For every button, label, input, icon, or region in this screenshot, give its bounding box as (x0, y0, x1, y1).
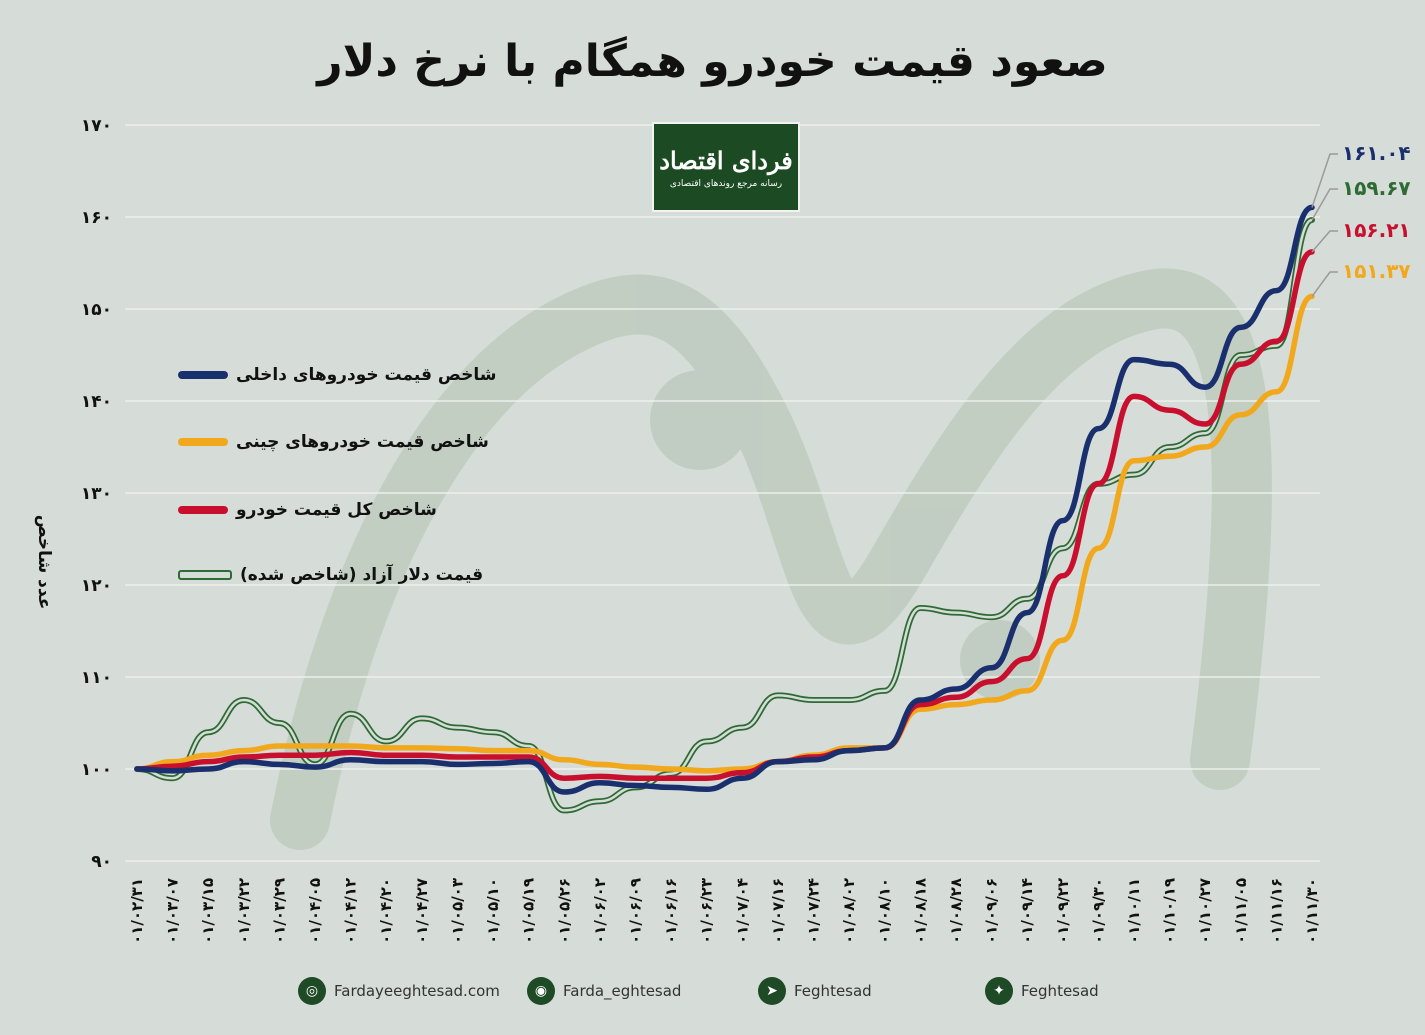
legend-label: شاخص قیمت خودروهای داخلی (236, 365, 497, 385)
end-value-label: ۱۵۱.۳۷ (1342, 259, 1411, 283)
footer-text: Farda_eghtesad (563, 982, 682, 1000)
y-axis: ۹۰ ۱۰۰ ۱۱۰ ۱۲۰ ۱۳۰ ۱۴۰ ۱۵۰ ۱۶۰ ۱۷۰ (81, 116, 112, 872)
x-axis: ۰۱/۰۲/۳۱ ۰۱/۰۳/۰۷ ۰۱/۰۳/۱۵ ۰۱/۰۳/۲۲ ۰۱/۰۳/۲۹… (128, 878, 1321, 944)
y-tick-label: ۱۲۰ (81, 576, 112, 596)
end-value-label: ۱۵۶.۲۱ (1342, 218, 1411, 242)
x-tick-label: ۰۱/۰۵/۱۰ (484, 878, 502, 944)
footer-telegram[interactable]: ➤ Feghtesad (758, 976, 872, 1006)
leader-line (1311, 188, 1338, 221)
x-tick-label: ۰۱/۰۳/۲۹ (270, 878, 288, 944)
legend-item-chinese: شاخص قیمت خودروهای چینی (178, 427, 489, 457)
series-line-domestic (134, 204, 1315, 795)
x-tick-label: ۰۱/۰۶/۰۲ (591, 878, 609, 944)
footer-website[interactable]: ◎ Fardayeeghtesad.com (298, 976, 500, 1006)
x-tick-label: ۰۱/۰۲/۳۱ (128, 878, 146, 944)
x-tick-label: ۰۱/۰۹/۳۰ (1089, 878, 1107, 944)
x-tick-label: ۰۱/۱۱/۱۶ (1267, 878, 1285, 944)
leader-line (1311, 153, 1338, 208)
x-tick-label: ۰۱/۰۸/۱۰ (876, 878, 894, 944)
x-tick-label: ۰۱/۰۴/۲۷ (413, 878, 431, 944)
x-tick-label: ۰۱/۰۴/۰۵ (306, 878, 324, 944)
x-tick-label: ۰۱/۰۴/۱۲ (342, 878, 360, 944)
logo-tagline: رسانه مرجع روندهای اقتصادی (669, 178, 783, 189)
chart-title: صعود قیمت خودرو همگام با نرخ دلار (317, 36, 1108, 87)
y-tick-label: ۱۴۰ (81, 392, 112, 412)
series-lines (134, 204, 1315, 814)
x-tick-label: ۰۱/۰۳/۲۲ (235, 878, 253, 944)
x-tick-label: ۰۱/۱۱/۳۰ (1303, 878, 1321, 944)
footer-text: Fardayeeghtesad.com (334, 982, 500, 1000)
y-tick-label: ۱۳۰ (81, 484, 112, 504)
x-tick-label: ۰۱/۰۸/۱۸ (911, 878, 929, 944)
end-value-labels: ۱۶۱.۰۴ ۱۵۹.۶۷ ۱۵۶.۲۱ ۱۵۱.۳۷ (1311, 141, 1411, 297)
instagram-icon: ◉ (527, 977, 555, 1005)
brand-logo: فردای اقتصاد رسانه مرجع روندهای اقتصادی (652, 122, 800, 212)
x-tick-label: ۰۱/۰۶/۱۶ (662, 878, 680, 944)
y-tick-label: ۱۵۰ (81, 300, 112, 320)
x-tick-label: ۰۱/۰۹/۲۲ (1054, 878, 1072, 944)
globe-icon: ◎ (298, 977, 326, 1005)
telegram-icon: ➤ (758, 977, 786, 1005)
series-line-total (134, 249, 1315, 781)
y-tick-label: ۱۱۰ (81, 668, 112, 688)
legend-label: شاخص کل قیمت خودرو (236, 500, 437, 520)
x-tick-label: ۰۱/۱۰/۲۷ (1196, 878, 1214, 944)
x-tick-label: ۰۱/۰۳/۰۷ (164, 878, 182, 944)
legend-item-domestic: شاخص قیمت خودروهای داخلی (178, 360, 496, 390)
y-tick-label: ۱۰۰ (81, 760, 112, 780)
legend-swatch (178, 570, 232, 580)
x-tick-label: ۰۱/۰۷/۲۴ (805, 878, 823, 944)
footer-text: Feghtesad (794, 982, 872, 1000)
x-tick-label: ۰۱/۰۹/۰۶ (983, 878, 1001, 944)
legend-swatch (178, 438, 228, 446)
x-tick-label: ۰۱/۰۵/۲۶ (555, 878, 573, 944)
legend-item-total: شاخص کل قیمت خودرو (178, 495, 478, 525)
leader-line (1311, 230, 1338, 253)
legend-swatch (178, 371, 228, 379)
end-value-label: ۱۵۹.۶۷ (1342, 176, 1411, 200)
end-value-label: ۱۶۱.۰۴ (1342, 141, 1411, 165)
watermark-logo (270, 268, 1272, 850)
x-tick-label: ۰۱/۰۳/۱۵ (199, 878, 217, 944)
legend-swatch (178, 506, 228, 514)
x-tick-label: ۰۱/۱۱/۰۵ (1232, 878, 1250, 944)
x-tick-label: ۰۱/۱۰/۱۹ (1161, 878, 1179, 944)
footer-twitter[interactable]: ✦ Feghtesad (985, 976, 1099, 1006)
y-axis-label: عدد شاخص (34, 514, 54, 610)
leader-line (1311, 271, 1338, 297)
x-tick-label: ۰۱/۰۶/۰۹ (626, 878, 644, 944)
x-tick-label: ۰۱/۰۵/۰۳ (448, 878, 466, 944)
x-tick-label: ۰۱/۰۴/۲۰ (377, 878, 395, 944)
y-tick-label: ۱۶۰ (81, 208, 112, 228)
legend-item-dollar: قیمت دلار آزاد (شاخص شده) (178, 560, 483, 590)
x-tick-label: ۰۱/۰۵/۱۹ (520, 878, 538, 944)
logo-brand: فردای اقتصاد (659, 145, 793, 175)
series-line-chinese (134, 293, 1315, 774)
x-tick-label: ۰۱/۰۶/۲۳ (698, 878, 716, 944)
x-tick-label: ۰۱/۰۹/۱۴ (1018, 878, 1036, 944)
y-tick-label: ۹۰ (91, 852, 112, 872)
footer-instagram[interactable]: ◉ Farda_eghtesad (527, 976, 681, 1006)
legend-label: قیمت دلار آزاد (شاخص شده) (240, 565, 484, 585)
x-tick-label: ۰۱/۰۸/۲۸ (947, 878, 965, 944)
y-tick-label: ۱۷۰ (81, 116, 112, 136)
legend-label: شاخص قیمت خودروهای چینی (236, 432, 489, 452)
x-tick-label: ۰۱/۰۷/۱۶ (769, 878, 787, 944)
twitter-icon: ✦ (985, 977, 1013, 1005)
x-tick-label: ۰۱/۰۸/۰۲ (840, 878, 858, 944)
x-tick-label: ۰۱/۱۰/۱۱ (1125, 878, 1143, 944)
x-tick-label: ۰۱/۰۷/۰۴ (733, 878, 751, 944)
footer-text: Feghtesad (1021, 982, 1099, 1000)
